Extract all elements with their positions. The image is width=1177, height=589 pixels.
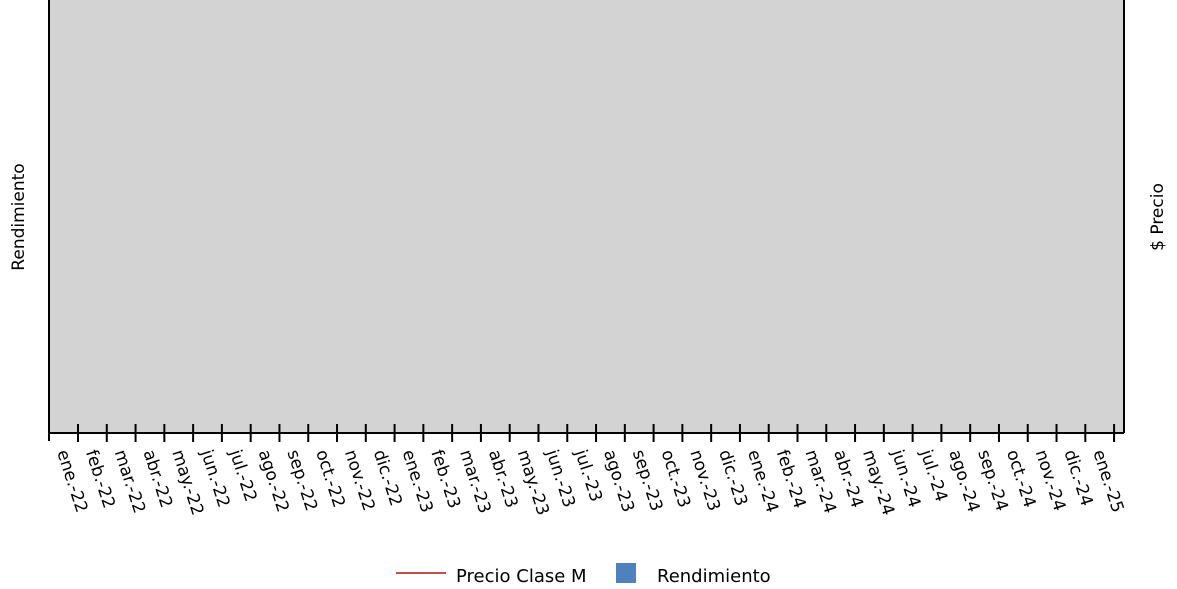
legend-label-rendimiento: Rendimiento [657, 566, 771, 587]
legend-bar-swatch [616, 563, 636, 583]
axis-layer [48, 0, 1125, 441]
tick-layer: ene.-22feb.-22mar.-22abr.-22may.-22jun.-… [52, 424, 1127, 518]
legend-label-precio: Precio Clase M [456, 566, 587, 587]
y-axis-right-title: $ Precio [1148, 183, 1168, 251]
plot-layer [49, 0, 1124, 433]
x-tick-label: ene.-25 [1088, 447, 1127, 515]
legend: Precio Clase M Rendimiento [396, 563, 771, 587]
y-axis-left-title: Rendimiento [9, 163, 29, 270]
plot-area [49, 0, 1124, 433]
